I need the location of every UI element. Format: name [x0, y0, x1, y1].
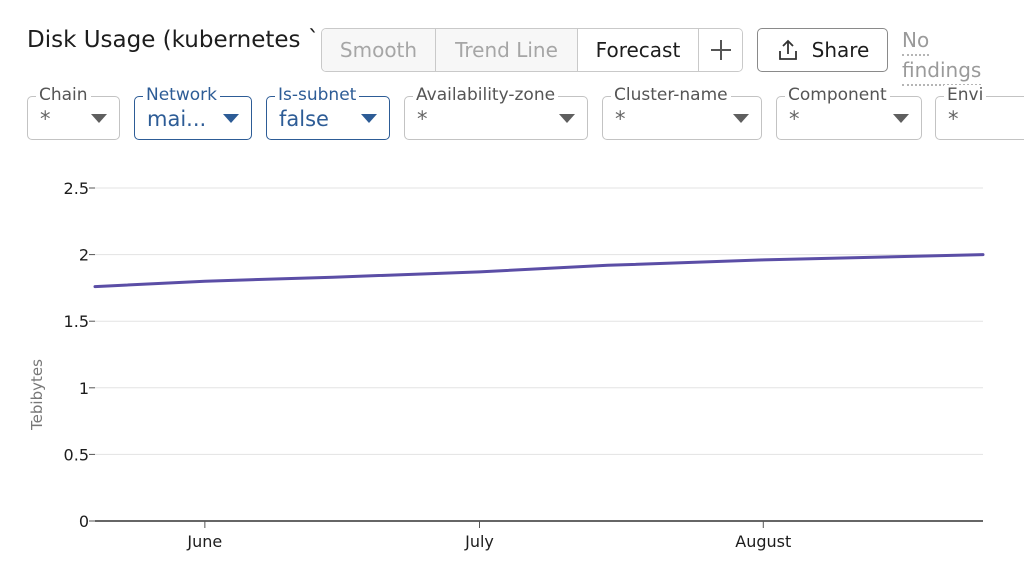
x-tick-label: July [464, 532, 494, 551]
widget-title: Disk Usage (kubernetes `u [27, 27, 327, 53]
caret-down-icon [733, 114, 749, 123]
filter-label: Chain [36, 85, 91, 105]
y-tick-label: 1.5 [64, 312, 89, 331]
filter-availability-zone[interactable]: Availability-zone * [404, 85, 588, 140]
filter-value: mai... [147, 107, 207, 131]
filter-label: Envi [944, 85, 987, 105]
caret-down-icon [223, 114, 239, 123]
share-button[interactable]: Share [757, 28, 888, 72]
forecast-toggle[interactable]: Forecast [578, 29, 699, 71]
caret-down-icon [559, 114, 575, 123]
filter-value: * [615, 107, 626, 131]
filter-label: Network [143, 85, 220, 105]
disk-usage-chart: 0 0.5 1 1.5 2 2.5 June July August Tebibytes [28, 179, 985, 551]
plus-icon [710, 40, 731, 60]
add-button[interactable] [699, 29, 742, 71]
y-tick-label: 0 [79, 512, 89, 531]
x-axis: June July August [95, 520, 983, 551]
share-icon [778, 39, 797, 60]
filter-cluster-name[interactable]: Cluster-name * [602, 85, 762, 140]
filter-chain[interactable]: Chain * [27, 85, 120, 140]
filter-component[interactable]: Component * [776, 85, 922, 140]
y-tick-label: 2.5 [64, 179, 89, 198]
findings-link[interactable]: No findings [902, 26, 992, 86]
filter-value: * [40, 107, 51, 131]
share-label: Share [811, 38, 870, 62]
filter-label: Cluster-name [611, 85, 731, 105]
filter-value: * [948, 107, 959, 131]
display-mode-toggle-group: Smooth Trend Line Forecast [321, 28, 743, 72]
y-tick-label: 1 [79, 379, 89, 398]
filter-value: false [279, 107, 329, 131]
x-tick-label: August [735, 532, 791, 551]
filter-environment[interactable]: Envi * [935, 85, 1024, 140]
filter-is-subnet[interactable]: Is-subnet false [266, 85, 390, 140]
x-tick-label: June [186, 532, 222, 551]
filter-label: Availability-zone [413, 85, 559, 105]
caret-down-icon [893, 114, 909, 123]
series-line [93, 253, 985, 289]
y-axis-title: Tebibytes [28, 359, 46, 431]
caret-down-icon [91, 114, 107, 123]
y-axis-ticks: 0 0.5 1 1.5 2 2.5 [64, 179, 95, 531]
filter-label: Component [785, 85, 890, 105]
y-tick-label: 2 [79, 246, 89, 265]
series-layer [93, 253, 985, 289]
trend-line-toggle[interactable]: Trend Line [436, 29, 578, 71]
findings-line-1: No [902, 26, 930, 56]
y-tick-label: 0.5 [64, 445, 89, 464]
caret-down-icon [361, 114, 377, 123]
filter-network[interactable]: Network mai... [134, 85, 252, 140]
filter-value: * [417, 107, 428, 131]
grid-lines [95, 187, 983, 455]
smooth-toggle[interactable]: Smooth [322, 29, 436, 71]
filter-value: * [789, 107, 800, 131]
findings-line-2: findings [902, 56, 982, 86]
filter-label: Is-subnet [275, 85, 360, 105]
